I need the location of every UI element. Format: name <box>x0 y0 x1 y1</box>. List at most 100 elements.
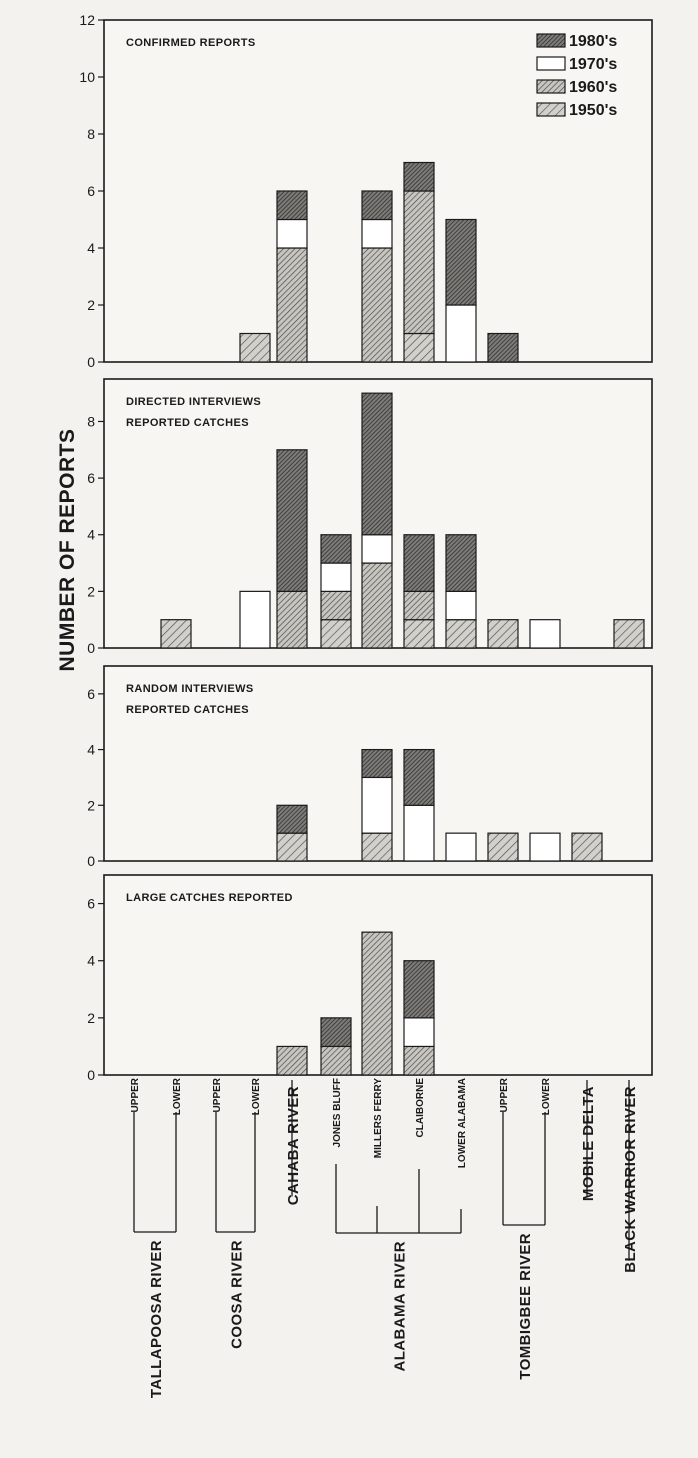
bar-segment-1980s <box>276 190 308 221</box>
panel-title: REPORTED CATCHES <box>126 704 249 716</box>
category-label: LOWER <box>541 1077 552 1115</box>
y-tick-label: 8 <box>87 126 95 142</box>
legend-label: 1980's <box>569 33 617 50</box>
panel-2: 0 2 4 6 8 DIRECTED INTERVIEWS REPORTED CATCHES <box>87 378 653 656</box>
bar-segment-1950s <box>276 832 308 862</box>
y-tick-label: 4 <box>87 953 95 969</box>
bar-segment-1970s <box>445 832 477 862</box>
bars <box>276 748 603 862</box>
panel-title: CONFIRMED REPORTS <box>126 37 256 49</box>
bars <box>160 392 645 649</box>
bar-segment-1950s <box>487 619 519 649</box>
bar-segment-1980s <box>361 748 393 779</box>
bar-segment-1960s <box>403 1045 435 1076</box>
bar-segment-1970s <box>445 304 477 363</box>
y-tick-label: 6 <box>87 183 95 199</box>
legend-label: 1950's <box>569 102 617 119</box>
bar-segment-1970s <box>403 804 435 862</box>
y-tick-label: 4 <box>87 240 95 256</box>
bar-segment-1980s <box>487 332 519 363</box>
y-tick-label: 12 <box>79 12 95 28</box>
bar-segment-1970s <box>445 590 477 621</box>
bar-segment-1950s <box>160 619 192 649</box>
legend-swatch-1980s <box>536 33 566 48</box>
bar-segment-1950s <box>571 832 603 862</box>
bar-segment-1970s <box>403 1017 435 1048</box>
river-bracket: TALLAPOOSA RIVER <box>133 1112 177 1398</box>
bar-segment-1960s <box>320 590 352 621</box>
legend: 1980's 1970's 1960's 1950's <box>536 33 617 119</box>
category-label: LOWER ALABAMA <box>457 1078 468 1168</box>
legend-swatch-1970s <box>536 56 566 71</box>
river-label: TOMBIGBEE RIVER <box>517 1233 534 1380</box>
bar-segment-1970s <box>361 218 393 249</box>
legend-label: 1960's <box>569 79 617 96</box>
panel-3: 0 2 4 6 RANDOM INTERVIEWS REPORTED CATCHES <box>87 665 653 869</box>
y-axis-label: NUMBER OF REPORTS <box>56 428 79 671</box>
x-axis-categories: UPPER LOWER UPPER LOWER JONES BLUFF MILLERS F… <box>130 1077 639 1398</box>
bar-segment-1950s <box>487 832 519 862</box>
y-tick-label: 2 <box>87 297 95 313</box>
panel-title: LARGE CATCHES REPORTED <box>126 892 293 904</box>
y-tick-label: 6 <box>87 896 95 912</box>
bar-segment-1970s <box>239 590 271 649</box>
bar-segment-1950s <box>403 619 435 649</box>
bar-segment-1970s <box>276 218 308 249</box>
river-bracket: MOBILE DELTA <box>580 1080 597 1201</box>
bar-segment-1950s <box>613 619 645 649</box>
category-label: MILLERS FERRY <box>373 1078 384 1159</box>
y-tick-label: 2 <box>87 1010 95 1026</box>
river-label: MOBILE DELTA <box>580 1086 597 1201</box>
y-tick-label: 6 <box>87 686 95 702</box>
y-tick-label: 4 <box>87 742 95 758</box>
bar-segment-1970s <box>529 832 561 862</box>
bar-segment-1980s <box>403 748 435 806</box>
river-label: COOSA RIVER <box>229 1240 246 1349</box>
bar-segment-1960s <box>276 1045 308 1076</box>
bar-segment-1960s <box>361 931 393 1076</box>
legend-swatch-1950s <box>536 102 566 117</box>
bar-segment-1980s <box>403 534 435 592</box>
bars <box>276 931 435 1076</box>
panel-1: 0 2 4 6 8 10 12 CONFIRMED REPORTS <box>79 12 653 370</box>
bar-segment-1980s <box>403 161 435 192</box>
bar-segment-1960s <box>320 1045 352 1076</box>
category-label: LOWER <box>172 1077 183 1115</box>
bar-segment-1980s <box>403 960 435 1019</box>
bar-segment-1950s <box>320 619 352 649</box>
panel-title: RANDOM INTERVIEWS <box>126 683 254 695</box>
y-tick-label: 2 <box>87 797 95 813</box>
y-tick-label: 10 <box>79 69 95 85</box>
y-tick-label: 0 <box>87 853 95 869</box>
bar-segment-1960s <box>276 590 308 649</box>
y-tick-label: 8 <box>87 413 95 429</box>
bars <box>239 161 519 363</box>
bar-segment-1960s <box>403 190 435 335</box>
legend-label: 1970's <box>569 56 617 73</box>
y-tick-label: 6 <box>87 470 95 486</box>
bar-segment-1970s <box>361 776 393 834</box>
bar-segment-1960s <box>276 247 308 363</box>
y-tick-label: 2 <box>87 583 95 599</box>
bar-segment-1980s <box>445 534 477 592</box>
river-bracket: ALABAMA RIVER <box>335 1164 462 1371</box>
category-label: CLAIBORNE <box>415 1078 426 1138</box>
category-label: UPPER <box>212 1077 223 1112</box>
river-label: CAHABA RIVER <box>285 1086 302 1205</box>
river-bracket: TOMBIGBEE RIVER <box>502 1112 546 1380</box>
bar-segment-1980s <box>320 1017 352 1048</box>
panel-4: 0 2 4 6 LARGE CATCHES REPORTED <box>87 874 653 1083</box>
bar-segment-1980s <box>361 392 393 536</box>
bar-segment-1970s <box>529 619 561 649</box>
chart-panels: 0 2 4 6 8 10 12 CONFIRMED REPORTS 0 2 4 6 8 DIRECTED … <box>79 12 653 1083</box>
y-tick-label: 4 <box>87 527 95 543</box>
river-label: BLACK WARRIOR RIVER <box>622 1086 639 1273</box>
river-label: TALLAPOOSA RIVER <box>148 1240 165 1398</box>
river-bracket: BLACK WARRIOR RIVER <box>622 1080 639 1273</box>
bar-segment-1980s <box>361 190 393 221</box>
bar-segment-1980s <box>445 218 477 306</box>
category-label: LOWER <box>251 1077 262 1115</box>
y-tick-label: 0 <box>87 1067 95 1083</box>
bar-segment-1980s <box>320 534 352 564</box>
